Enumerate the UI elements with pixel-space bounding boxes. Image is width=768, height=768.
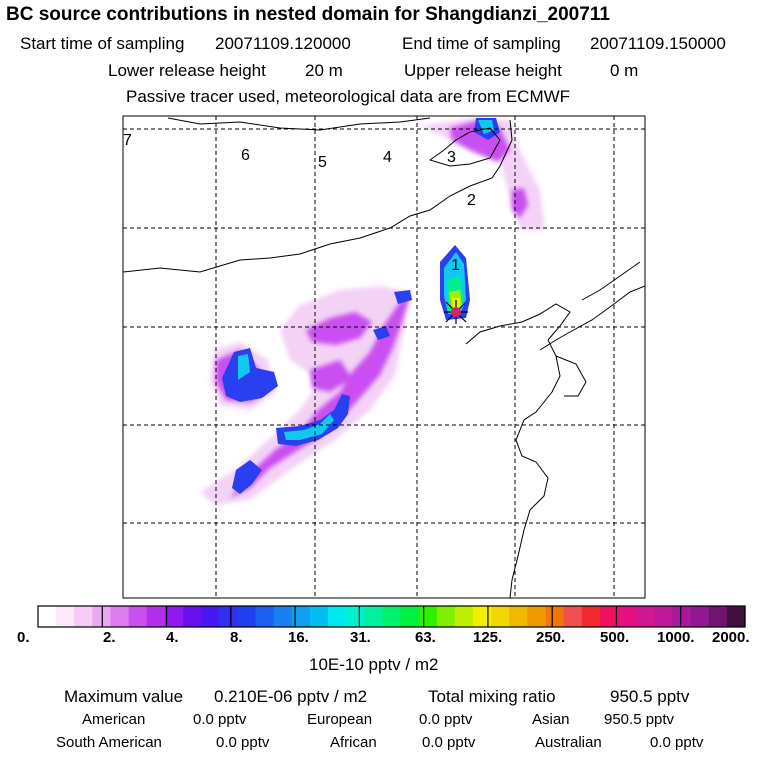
day-marker-4: 4 [383,149,392,166]
colorbar-cell [146,606,166,627]
colorbar-cell [201,606,220,627]
map-frame [122,115,646,599]
cbar-label-31: 31. [350,629,371,646]
asian-label: Asian [532,711,570,728]
cbar-label-2000: 2000. [712,629,750,646]
colorbar-cell [418,606,438,627]
day-markers: 7 6 5 4 3 2 1 [123,132,476,274]
colorbar-cell [237,606,257,627]
cbar-label-8: 8. [230,629,243,646]
colorbar-cell [636,606,655,627]
colorbar-cell [309,606,329,627]
max-value: 0.210E-06 pptv / m2 [214,687,368,706]
cbar-label-63: 63. [415,629,436,646]
colorbar-cell [56,606,75,627]
max-value-label: Maximum value [64,687,184,706]
asian-value: 950.5 pptv [604,711,675,728]
colorbar-cell [364,606,384,627]
colorbar-cell [473,606,492,627]
european-value: 0.0 pptv [419,711,473,728]
lower-release-value: 20 m [305,61,343,80]
colorbar-frame [37,605,746,628]
european-label: European [307,711,373,728]
african-label: African [330,734,377,751]
cbar-label-16: 16. [288,629,309,646]
cbar-label-0: 0. [17,629,30,646]
day-marker-5: 5 [318,154,327,171]
cbar-label-2: 2. [103,629,116,646]
colorbar-cell [454,606,474,627]
colorbar-cell [545,606,565,627]
upper-release-label: Upper release height [404,61,562,80]
colorbar-cell [291,606,311,627]
start-time-label: Start time of sampling [20,34,185,53]
lat-lon-grid [123,116,645,598]
upper-release-value: 0 m [610,61,639,80]
american-label: American [82,711,146,728]
colorbar-cell [509,606,529,627]
colorbar-cell [74,606,93,627]
colorbar-cell [273,606,293,627]
colorbar-ticks [101,606,682,627]
colorbar-cell [581,606,601,627]
concentration-field [200,118,545,505]
colorbar-cell [672,606,692,627]
day-marker-2: 2 [467,192,476,209]
colorbar-cell [128,606,148,627]
total-mixing-value: 950.5 pptv [610,687,690,706]
cbar-label-4: 4. [166,629,179,646]
colorbar-cell [382,606,402,627]
colorbar-cell [491,606,510,627]
end-time-label: End time of sampling [402,34,561,53]
map-panel: 7 6 5 4 3 2 1 [122,115,646,599]
colorbar-cell [527,606,547,627]
day-marker-7: 7 [123,132,132,149]
cbar-label-125: 125. [473,629,503,646]
plot-title: BC source contributions in nested domain… [6,4,610,25]
colorbar-cell [690,606,710,627]
lower-release-label: Lower release height [108,61,266,80]
cbar-label-250: 250. [536,629,566,646]
colorbar-cell [328,606,347,627]
day-marker-1: 1 [451,257,460,274]
tracer-note: Passive tracer used, meteorological data… [126,87,571,106]
colorbar-cell [400,606,420,627]
african-value: 0.0 pptv [422,734,476,751]
colorbar-cell [436,606,456,627]
south-american-value: 0.0 pptv [216,734,270,751]
colorbar [37,605,746,628]
start-time-value: 20071109.120000 [215,34,351,53]
colorbar-cell [599,606,619,627]
cbar-label-1000: 1000. [657,629,695,646]
cbar-label-500: 500. [600,629,630,646]
colorbar-cell [110,606,130,627]
colorbar-cell [183,606,202,627]
colorbar-cell [346,606,365,627]
colorbar-cells [38,606,746,627]
receptor-star-icon [444,300,468,324]
colorbar-cell [726,606,746,627]
colorbar-cell [219,606,239,627]
colorbar-cell [618,606,637,627]
australian-value: 0.0 pptv [650,734,704,751]
colorbar-cell [563,606,583,627]
total-mixing-label: Total mixing ratio [428,687,556,706]
colorbar-cell [164,606,184,627]
south-american-label: South American [56,734,162,751]
day-marker-3: 3 [447,149,456,166]
colorbar-cell [38,606,57,627]
colorbar-cell [708,606,728,627]
colorbar-unit: 10E-10 pptv / m2 [309,655,439,674]
american-value: 0.0 pptv [193,711,247,728]
colorbar-cell [255,606,275,627]
australian-label: Australian [535,734,602,751]
end-time-value: 20071109.150000 [590,34,726,53]
colorbar-cell [654,606,674,627]
day-marker-6: 6 [241,147,250,164]
